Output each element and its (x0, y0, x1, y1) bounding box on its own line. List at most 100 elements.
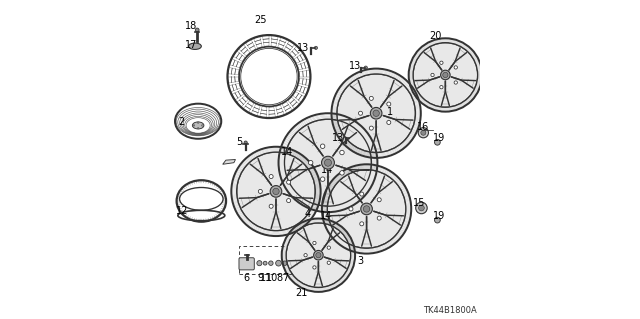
Circle shape (454, 66, 458, 69)
Text: 10: 10 (266, 273, 278, 283)
Circle shape (431, 73, 434, 77)
Circle shape (198, 122, 199, 123)
Circle shape (321, 144, 325, 148)
Circle shape (269, 174, 273, 179)
Circle shape (276, 260, 282, 266)
Text: 9: 9 (257, 273, 264, 283)
Circle shape (321, 177, 325, 182)
Text: 2: 2 (178, 117, 184, 127)
Circle shape (308, 160, 313, 165)
Circle shape (257, 261, 262, 266)
Circle shape (198, 128, 199, 129)
Circle shape (283, 261, 287, 265)
FancyBboxPatch shape (331, 170, 336, 175)
Text: 1: 1 (387, 107, 392, 117)
FancyBboxPatch shape (239, 258, 254, 270)
Circle shape (358, 111, 362, 115)
Circle shape (377, 198, 381, 202)
Circle shape (314, 250, 323, 260)
Text: 7: 7 (282, 273, 289, 283)
Text: 13: 13 (332, 133, 344, 143)
Circle shape (270, 186, 282, 197)
Text: TK44B1800A: TK44B1800A (423, 306, 477, 315)
Text: 15: 15 (413, 198, 425, 208)
Circle shape (202, 125, 203, 126)
Circle shape (373, 110, 380, 116)
Circle shape (435, 217, 440, 223)
Circle shape (387, 102, 391, 106)
Text: 17: 17 (185, 40, 197, 50)
Circle shape (421, 130, 426, 135)
Circle shape (287, 223, 350, 287)
Circle shape (316, 253, 321, 258)
Circle shape (244, 141, 247, 144)
Circle shape (435, 139, 440, 145)
Circle shape (348, 137, 351, 140)
Circle shape (269, 204, 273, 208)
Text: 13: 13 (349, 61, 361, 71)
Circle shape (419, 205, 424, 211)
Text: 21: 21 (295, 288, 308, 298)
Circle shape (263, 261, 267, 265)
Circle shape (443, 72, 448, 78)
Ellipse shape (189, 43, 202, 49)
Text: 5: 5 (236, 137, 243, 147)
Circle shape (193, 125, 195, 126)
Circle shape (327, 246, 330, 249)
Ellipse shape (193, 122, 204, 129)
Circle shape (440, 70, 450, 80)
Circle shape (340, 150, 344, 155)
Polygon shape (223, 160, 236, 164)
Circle shape (195, 28, 199, 32)
Circle shape (360, 222, 364, 226)
Circle shape (454, 81, 458, 84)
Text: 19: 19 (433, 133, 445, 143)
Circle shape (314, 46, 317, 49)
Circle shape (340, 171, 344, 175)
Text: 14: 14 (321, 165, 333, 175)
Circle shape (364, 66, 367, 69)
Circle shape (349, 207, 353, 211)
Text: 25: 25 (254, 15, 267, 25)
Circle shape (419, 128, 428, 138)
Circle shape (313, 266, 316, 269)
Circle shape (287, 180, 291, 184)
Circle shape (369, 126, 373, 130)
FancyBboxPatch shape (290, 153, 295, 158)
Text: 6: 6 (244, 273, 250, 283)
Text: 16: 16 (417, 122, 429, 132)
Circle shape (416, 202, 427, 214)
Circle shape (313, 241, 316, 245)
Circle shape (269, 261, 273, 265)
Circle shape (360, 192, 364, 196)
Circle shape (259, 189, 262, 193)
Circle shape (285, 120, 371, 206)
Text: 18: 18 (185, 21, 197, 31)
Circle shape (321, 156, 335, 169)
Circle shape (440, 85, 443, 89)
Circle shape (387, 121, 391, 124)
Circle shape (327, 261, 330, 264)
Circle shape (237, 152, 315, 230)
Circle shape (328, 170, 405, 248)
Circle shape (273, 188, 279, 195)
Text: 4: 4 (304, 209, 310, 219)
Text: 8: 8 (276, 273, 282, 283)
Text: 12: 12 (176, 206, 188, 216)
Text: 14: 14 (281, 147, 293, 158)
Circle shape (371, 108, 382, 119)
Circle shape (364, 206, 370, 212)
Text: 19: 19 (433, 211, 445, 221)
Circle shape (369, 96, 373, 100)
Circle shape (304, 254, 307, 257)
Circle shape (287, 199, 291, 203)
Circle shape (440, 61, 443, 64)
Text: 14: 14 (320, 211, 333, 221)
Text: 3: 3 (357, 256, 363, 266)
Text: 20: 20 (429, 31, 442, 41)
Text: 13: 13 (298, 43, 310, 54)
Text: 11: 11 (260, 273, 273, 283)
Circle shape (361, 203, 372, 215)
Circle shape (337, 74, 415, 152)
Circle shape (377, 216, 381, 220)
